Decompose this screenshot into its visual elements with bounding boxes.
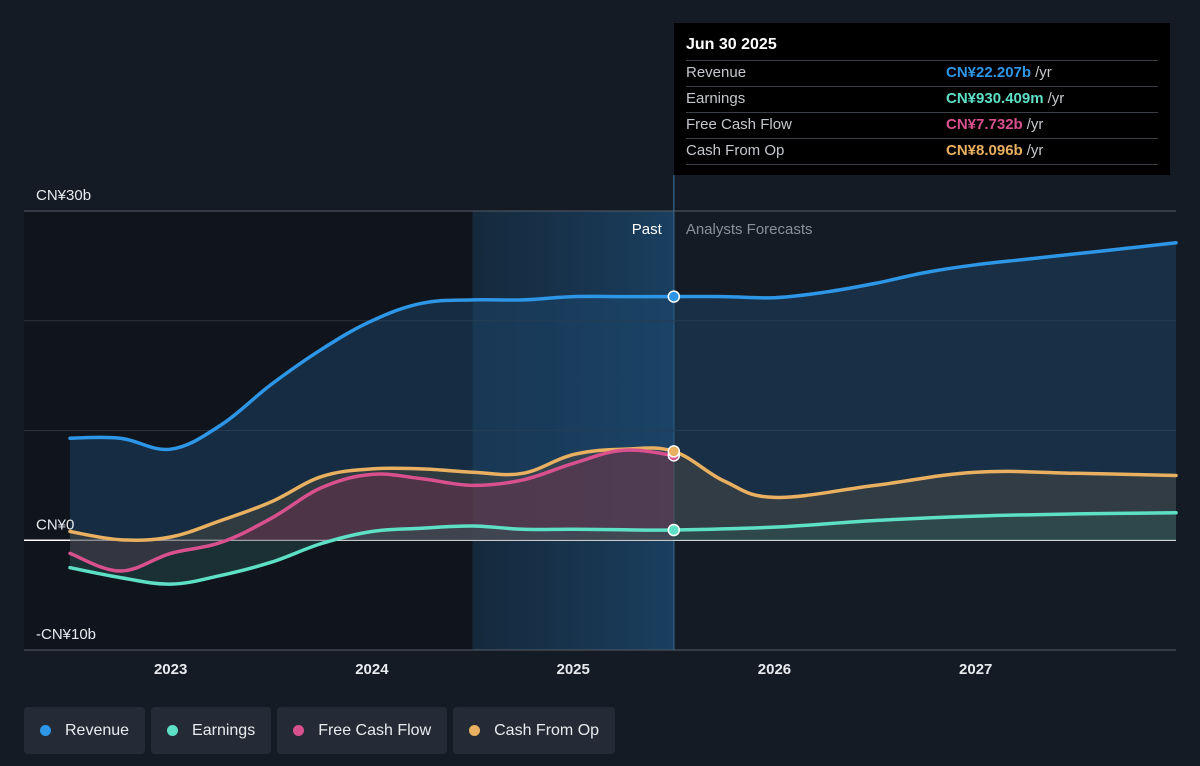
tooltip-label: Revenue xyxy=(686,64,747,81)
data-point-revenue xyxy=(667,290,681,303)
legend-item-earnings[interactable]: Earnings xyxy=(151,707,272,754)
tooltip-unit: /yr xyxy=(1026,142,1044,159)
x-tick-label: 2024 xyxy=(355,661,389,678)
area-earnings xyxy=(70,512,1176,585)
tooltip-date: Jun 30 2025 xyxy=(686,36,777,53)
legend-label: Cash From Op xyxy=(494,721,600,739)
x-tick-label: 2023 xyxy=(154,661,187,678)
tooltip-row-earnings: Earnings CN¥930.409m /yr xyxy=(686,86,1158,112)
financial-chart: CN¥30b CN¥0 -CN¥10b 2023 2024 2025 2026 2027 Pas… xyxy=(24,175,1178,678)
data-point-cash-from-op xyxy=(667,445,681,458)
tooltip-unit: /yr xyxy=(1035,64,1052,81)
tooltip-value: CN¥930.409m xyxy=(946,90,1044,107)
legend: Revenue Earnings Free Cash Flow Cash Fro… xyxy=(24,707,621,754)
area-cash-from-op xyxy=(70,447,1176,541)
data-point-earnings xyxy=(667,523,681,537)
tooltip-value: CN¥22.207b xyxy=(946,64,1032,81)
series-line-revenue xyxy=(68,241,1178,452)
legend-item-cash-from-op[interactable]: Cash From Op xyxy=(453,707,616,754)
series-line-free-cash-flow xyxy=(68,448,676,573)
tooltip-row-free-cash-flow: Free Cash Flow CN¥7.732b /yr xyxy=(686,112,1158,138)
legend-dot-icon xyxy=(167,725,179,736)
tooltip: Jun 30 2025 Revenue CN¥22.207b /yr Earni… xyxy=(674,23,1170,175)
x-tick-label: 2026 xyxy=(758,661,791,678)
tooltip-label: Earnings xyxy=(686,90,746,107)
tooltip-label: Cash From Op xyxy=(686,142,785,159)
tooltip-row-revenue: Revenue CN¥22.207b /yr xyxy=(686,60,1158,86)
legend-label: Earnings xyxy=(192,721,256,739)
past-label: Past xyxy=(632,221,663,238)
tooltip-value: CN¥7.732b xyxy=(946,116,1023,133)
legend-item-free-cash-flow[interactable]: Free Cash Flow xyxy=(277,707,448,754)
tooltip-row-cash-from-op: Cash From Op CN¥8.096b /yr xyxy=(686,138,1158,165)
legend-dot-icon xyxy=(469,725,481,736)
series-line-cash-from-op xyxy=(68,446,1178,542)
y-tick-label: CN¥30b xyxy=(36,187,91,204)
x-tick-label: 2025 xyxy=(556,661,589,678)
tooltip-unit: /yr xyxy=(1047,90,1065,107)
series-line-earnings xyxy=(68,511,1178,586)
legend-dot-icon xyxy=(40,725,51,736)
legend-dot-icon xyxy=(293,725,305,736)
tooltip-value: CN¥8.096b xyxy=(946,142,1023,159)
forecast-label: Analysts Forecasts xyxy=(686,221,813,238)
legend-label: Revenue xyxy=(65,721,130,739)
legend-item-revenue[interactable]: Revenue xyxy=(24,707,146,754)
area-revenue xyxy=(70,242,1176,541)
y-tick-label: CN¥0 xyxy=(36,516,74,533)
tooltip-unit: /yr xyxy=(1026,116,1044,133)
y-tick-label: -CN¥10b xyxy=(36,626,96,643)
tooltip-label: Free Cash Flow xyxy=(686,116,792,133)
legend-label: Free Cash Flow xyxy=(318,721,432,739)
x-tick-label: 2027 xyxy=(959,661,992,678)
